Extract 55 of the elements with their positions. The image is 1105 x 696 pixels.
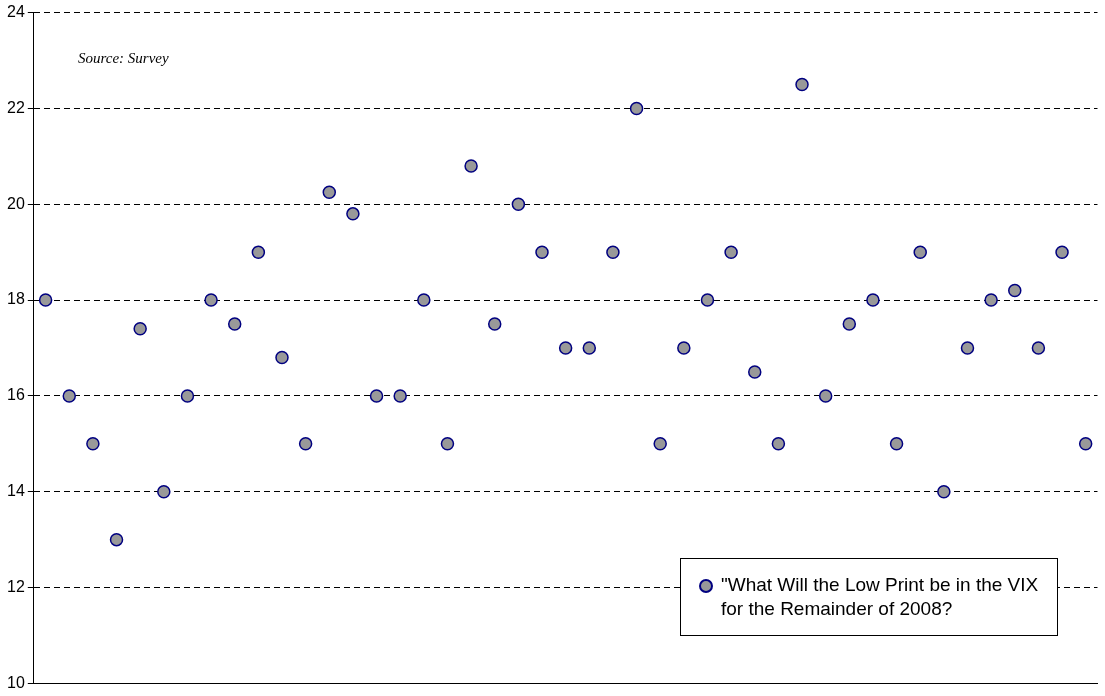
y-tick-label: 22 [7,98,25,116]
point [417,293,431,307]
point [227,317,242,331]
point [369,389,384,403]
point [677,341,691,355]
y-tick-label: 24 [7,3,25,21]
point [62,389,76,403]
y-tick-label: 16 [7,386,25,404]
point [322,185,337,200]
point [700,293,715,307]
point [109,532,124,547]
point [1008,283,1022,298]
point [204,293,218,307]
point [1055,245,1069,259]
point [889,437,904,451]
point [440,437,455,451]
point [818,389,833,403]
point [558,341,573,355]
point [511,197,526,212]
point [298,437,313,451]
point [535,245,549,259]
point [275,350,289,365]
point [724,245,738,259]
y-tick-label: 20 [7,194,25,212]
y-tick-label: 12 [7,577,25,595]
y-tick-label: 14 [7,482,25,500]
point [984,293,998,307]
point [346,207,360,221]
point [1078,437,1093,451]
point [251,245,266,259]
point [937,484,951,499]
point [842,317,857,331]
point [748,365,762,379]
point [582,341,597,355]
point [133,322,147,336]
legend-label: "What Will the Low Print be in the VIX for the Remainder of 2008? [721,573,1039,621]
y-tick-label: 10 [7,673,25,691]
point [38,293,53,307]
annotation: Source: Survey [78,50,169,67]
point [795,77,809,92]
y-tick-label: 18 [7,290,25,308]
point [393,389,407,403]
point [653,437,667,451]
point [464,159,478,173]
point [157,484,171,499]
point [487,317,502,331]
point [1031,341,1046,355]
point [913,245,927,259]
point [180,389,195,403]
point [86,437,100,451]
point [960,341,975,355]
point [606,245,620,259]
point [866,293,880,307]
point [771,437,786,451]
point [629,101,644,116]
